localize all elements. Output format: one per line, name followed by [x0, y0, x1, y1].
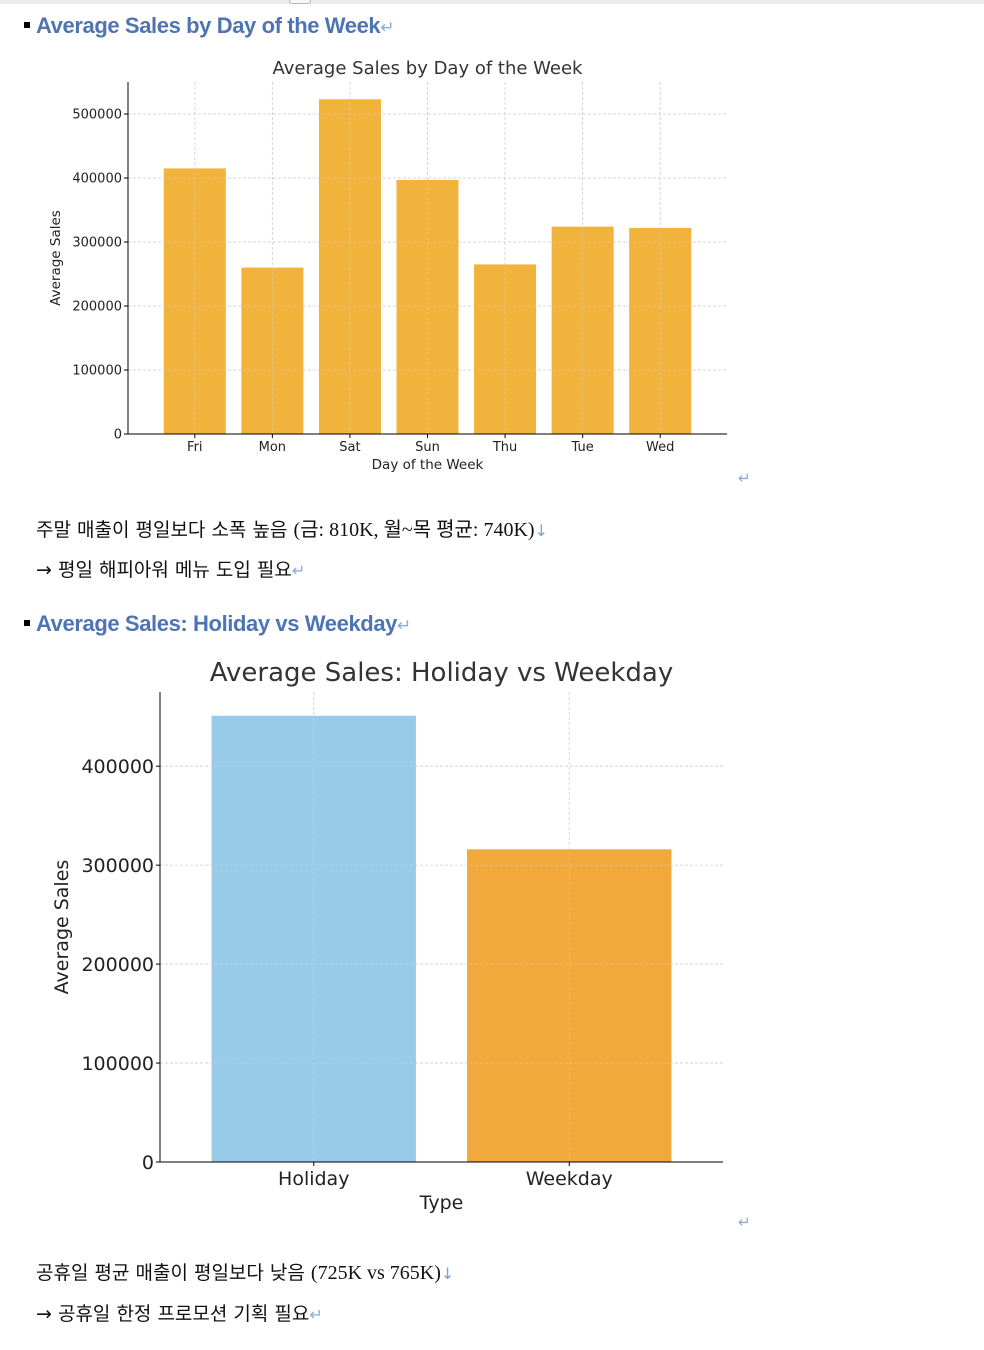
y-tick-label: 100000 [72, 364, 122, 379]
note-text: → 평일 해피아워 메뉴 도입 필요 [36, 559, 292, 581]
note-text: 공휴일 평균 매출이 평일보다 낮음 [36, 1262, 311, 1284]
note-action-weekday: → 평일 해피아워 메뉴 도입 필요↵ [36, 555, 305, 582]
return-mark-icon: ↵ [738, 469, 751, 487]
y-tick-label: 300000 [81, 855, 154, 877]
line-break-icon: ↓ [440, 1264, 455, 1283]
day-of-week-bar-chart: 0 100000 200000 300000 400000 500000 Fri Mon Sat… [48, 58, 727, 473]
return-mark-icon: ↵ [397, 616, 411, 635]
heading-text: Average Sales by Day of the Week [36, 13, 381, 38]
y-tick-label: 200000 [72, 300, 122, 315]
bullet-icon [24, 620, 30, 627]
heading-text: Average Sales: Holiday vs Weekday [36, 611, 397, 636]
return-mark-icon: ↵ [291, 561, 306, 580]
holiday-vs-weekday-bar-chart: 0 100000 200000 300000 400000 Holiday Weekday A… [51, 658, 723, 1214]
line-break-icon: ↓ [534, 521, 548, 540]
y-tick-label: 200000 [81, 954, 154, 976]
y-tick-label: 400000 [81, 756, 154, 778]
document-top-edge [0, 0, 984, 4]
y-tick-label: 0 [142, 1152, 154, 1174]
note-numbers: (금: 810K, 월~목 평균: 740K) [293, 519, 535, 541]
return-mark-icon: ↵ [309, 1305, 323, 1324]
note-weekend-sales: 주말 매출이 평일보다 소폭 높음 (금: 810K, 월~목 평균: 740K… [36, 513, 548, 542]
note-text: → 공휴일 한정 프로모션 기획 필요 [36, 1303, 310, 1325]
x-tick-label: Mon [259, 440, 286, 455]
x-tick-label: Sat [339, 440, 360, 455]
y-tick-label: 400000 [72, 172, 122, 187]
y-tick-label: 100000 [81, 1053, 154, 1075]
y-tick-label: 500000 [72, 108, 122, 123]
y-axis-label: Average Sales [48, 210, 64, 306]
return-mark-icon: ↵ [738, 1213, 751, 1231]
section-heading-day-of-week: Average Sales by Day of the Week↵ [24, 13, 395, 39]
x-tick-label: Weekday [526, 1168, 613, 1190]
section-heading-holiday-vs-weekday: Average Sales: Holiday vs Weekday↵ [24, 611, 411, 637]
ruler-handle[interactable] [289, 0, 311, 4]
y-tick-label: 300000 [72, 236, 122, 251]
chart-title: Average Sales by Day of the Week [273, 58, 584, 79]
bar-mon [241, 267, 304, 434]
x-tick-label: Sun [415, 440, 440, 455]
bar-weekday [467, 849, 672, 1162]
x-tick-label: Fri [187, 440, 203, 455]
x-tick-label: Holiday [278, 1168, 349, 1190]
note-text: 주말 매출이 평일보다 소폭 높음 [36, 519, 294, 541]
x-tick-label: Wed [646, 440, 674, 455]
return-mark-icon: ↵ [380, 18, 395, 37]
bullet-icon [24, 22, 30, 29]
y-tick-label: 0 [114, 428, 122, 443]
x-tick-label: Tue [571, 440, 594, 455]
x-axis-label: Day of the Week [372, 457, 484, 473]
note-holiday-sales: 공휴일 평균 매출이 평일보다 낮음 (725K vs 765K)↓ [36, 1258, 454, 1285]
x-tick-label: Thu [492, 440, 517, 455]
chart-title: Average Sales: Holiday vs Weekday [210, 658, 674, 688]
note-action-holiday: → 공휴일 한정 프로모션 기획 필요↵ [36, 1299, 323, 1326]
x-axis-label: Type [419, 1192, 464, 1214]
note-numbers: (725K vs 765K) [310, 1262, 441, 1284]
y-axis-label: Average Sales [51, 860, 73, 995]
